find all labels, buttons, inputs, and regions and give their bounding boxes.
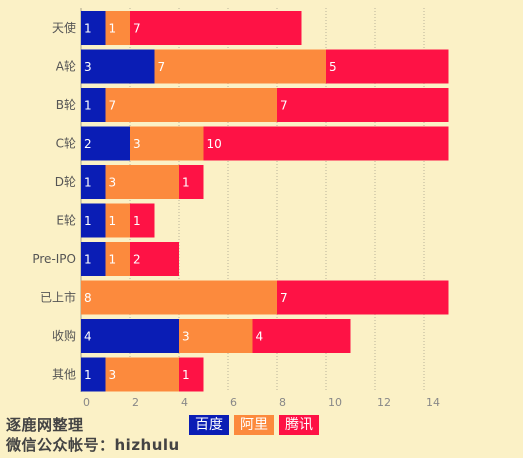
bar-value-label: 3 bbox=[109, 176, 117, 190]
legend-item-tencent: 腾讯 bbox=[279, 415, 319, 435]
bar-segment bbox=[81, 280, 277, 315]
legend-item-baidu: 百度 bbox=[189, 415, 229, 435]
bar-value-label: 1 bbox=[182, 176, 190, 190]
bar-value-label: 7 bbox=[109, 99, 117, 113]
bar-segment bbox=[179, 165, 204, 199]
bar-segment bbox=[105, 203, 130, 238]
bar-value-label: 3 bbox=[84, 60, 92, 74]
bar-value-label: 4 bbox=[256, 330, 264, 344]
bar-segment bbox=[81, 88, 106, 122]
x-tick-label: 8 bbox=[279, 396, 286, 409]
bar-segment bbox=[179, 319, 253, 353]
x-tick-label: 14 bbox=[426, 396, 440, 409]
bar-value-label: 3 bbox=[133, 137, 141, 151]
bar-segment bbox=[179, 357, 204, 392]
category-label: 天使 bbox=[52, 20, 76, 35]
bar-value-label: 1 bbox=[109, 22, 117, 36]
x-tick-label: 2 bbox=[132, 396, 139, 409]
bar-segment bbox=[81, 165, 106, 199]
legend: 百度 阿里 腾讯 bbox=[189, 415, 319, 435]
category-label: A轮 bbox=[56, 60, 76, 74]
bar-value-label: 7 bbox=[158, 60, 166, 74]
x-tick-label: 6 bbox=[230, 396, 237, 409]
bar-segment bbox=[105, 88, 277, 122]
bar-value-label: 7 bbox=[280, 291, 288, 305]
bar-value-label: 1 bbox=[109, 214, 117, 228]
bar-value-label: 3 bbox=[182, 330, 190, 344]
bar-segment bbox=[81, 49, 155, 84]
bar-value-label: 1 bbox=[84, 99, 92, 113]
bar-segment bbox=[277, 88, 449, 122]
category-label: E轮 bbox=[56, 214, 76, 228]
watermark-account: 微信公众帐号：hizhulu bbox=[6, 436, 180, 454]
bar-segment bbox=[105, 357, 179, 392]
bar-segment bbox=[326, 49, 449, 84]
bar-value-label: 1 bbox=[109, 253, 117, 267]
bar-segment bbox=[81, 11, 106, 45]
bar-value-label: 7 bbox=[133, 22, 141, 36]
bar-value-label: 1 bbox=[84, 253, 92, 267]
x-tick-label: 4 bbox=[181, 396, 188, 409]
bar-value-label: 5 bbox=[329, 60, 337, 74]
x-tick-label: 12 bbox=[377, 396, 391, 409]
legend-item-ali: 阿里 bbox=[234, 415, 274, 435]
category-label: B轮 bbox=[56, 98, 76, 112]
bar-value-label: 1 bbox=[84, 368, 92, 382]
bar-value-label: 3 bbox=[109, 368, 117, 382]
bar-value-label: 1 bbox=[182, 368, 190, 382]
bar-segment bbox=[277, 280, 449, 315]
bar-value-label: 2 bbox=[84, 137, 92, 151]
bar-segment bbox=[81, 203, 106, 238]
bar-segment bbox=[130, 126, 204, 161]
bar-segment bbox=[81, 126, 130, 161]
bar-segment bbox=[105, 11, 130, 45]
bar-segment bbox=[81, 319, 179, 353]
bar-segment bbox=[81, 357, 106, 392]
category-label: C轮 bbox=[56, 137, 76, 151]
bar-value-label: 10 bbox=[207, 137, 222, 151]
x-tick-label: 10 bbox=[328, 396, 342, 409]
bar-value-label: 8 bbox=[84, 291, 92, 305]
bar-segment bbox=[252, 319, 351, 353]
category-label: 收购 bbox=[52, 328, 76, 343]
bar-value-label: 7 bbox=[280, 99, 288, 113]
bar-segment bbox=[130, 242, 179, 276]
bar-value-label: 1 bbox=[133, 214, 141, 228]
x-tick-label: 0 bbox=[83, 396, 90, 409]
bar-value-label: 2 bbox=[133, 253, 141, 267]
category-label: Pre-IPO bbox=[32, 252, 76, 266]
category-label: D轮 bbox=[55, 175, 76, 189]
bar-segment bbox=[130, 203, 155, 238]
bar-segment bbox=[203, 126, 449, 161]
category-label: 其他 bbox=[52, 368, 76, 382]
bar-value-label: 1 bbox=[84, 22, 92, 36]
bar-value-label: 4 bbox=[84, 330, 92, 344]
bar-value-label: 1 bbox=[84, 176, 92, 190]
bar-segment bbox=[130, 11, 302, 45]
bar-segment bbox=[105, 242, 130, 276]
bar-value-label: 1 bbox=[84, 214, 92, 228]
bar-segment bbox=[81, 242, 106, 276]
watermark-title: 逐鹿网整理 bbox=[6, 416, 84, 434]
bar-segment bbox=[105, 165, 179, 199]
bar-segment bbox=[154, 49, 326, 84]
category-label: 已上市 bbox=[40, 290, 76, 305]
